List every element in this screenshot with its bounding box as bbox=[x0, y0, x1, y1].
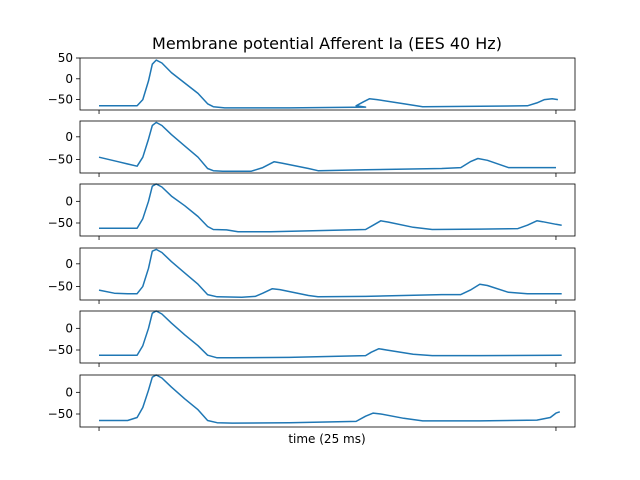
panel-1: 50 0 −50 bbox=[48, 51, 576, 114]
y-tick-label: 0 bbox=[65, 130, 73, 144]
panel-6: 0 −50 bbox=[48, 374, 576, 431]
panel-frame-2 bbox=[79, 120, 576, 174]
panels: 50 0 −50 0 −50 0 −50 0 −50 0 −50 0 −50 bbox=[48, 51, 576, 431]
series-line-2 bbox=[98, 121, 556, 172]
y-tick-label: −50 bbox=[48, 152, 73, 166]
panel-3: 0 −50 bbox=[48, 183, 576, 240]
y-tick-label: −50 bbox=[48, 216, 73, 230]
y-tick-label: 0 bbox=[65, 72, 73, 86]
panel-frame-4 bbox=[79, 247, 576, 301]
panel-2: 0 −50 bbox=[48, 120, 576, 177]
x-axis-label: time (25 ms) bbox=[288, 432, 365, 446]
panel-frame-5 bbox=[79, 310, 576, 364]
y-tick-label: 0 bbox=[65, 321, 73, 335]
y-tick-label: 50 bbox=[58, 51, 73, 65]
series-line-4 bbox=[98, 248, 562, 299]
panel-4: 0 −50 bbox=[48, 247, 576, 304]
series-line-3 bbox=[99, 183, 562, 233]
series-line-6 bbox=[99, 374, 561, 424]
y-tick-label: 0 bbox=[65, 257, 73, 271]
series-line-5 bbox=[99, 310, 562, 359]
y-tick-label: 0 bbox=[65, 194, 73, 208]
panel-frame-6 bbox=[79, 374, 576, 428]
y-tick-label: −50 bbox=[48, 407, 73, 421]
panel-frame-1 bbox=[79, 57, 576, 111]
y-tick-label: −50 bbox=[48, 279, 73, 293]
y-tick-label: −50 bbox=[48, 93, 73, 107]
y-tick-label: 0 bbox=[65, 385, 73, 399]
series-line-1 bbox=[99, 59, 559, 109]
chart-title: Membrane potential Afferent Ia (EES 40 H… bbox=[152, 34, 502, 53]
panel-5: 0 −50 bbox=[48, 310, 576, 367]
panel-frame-3 bbox=[79, 183, 576, 237]
y-tick-label: −50 bbox=[48, 343, 73, 357]
